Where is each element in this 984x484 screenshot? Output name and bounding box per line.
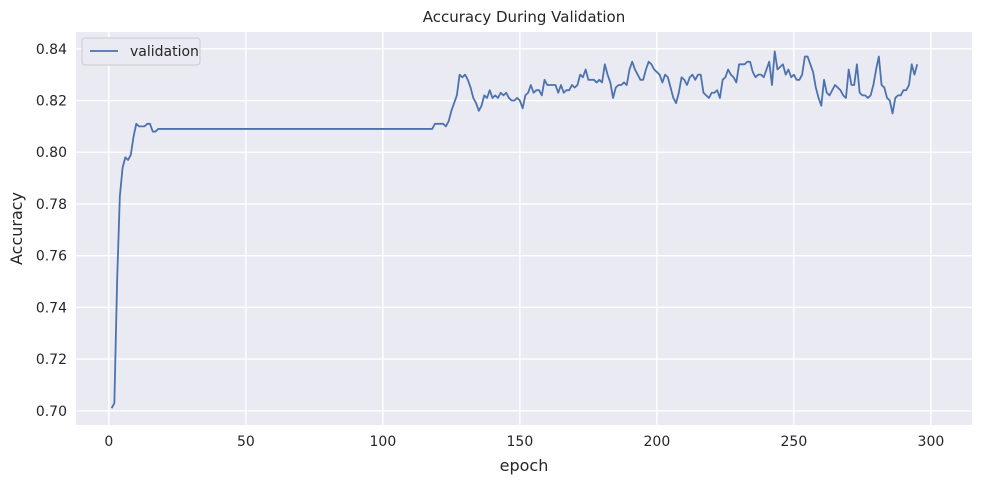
x-tick-label: 300 — [918, 434, 945, 450]
x-axis-ticks: 0 50 100 150 200 250 300 — [104, 434, 944, 450]
y-tick-label: 0.78 — [36, 197, 67, 213]
legend-label-validation: validation — [130, 44, 199, 60]
x-tick-label: 50 — [237, 434, 255, 450]
plot-background — [76, 32, 972, 425]
y-tick-label: 0.80 — [36, 145, 67, 161]
x-tick-label: 150 — [507, 434, 534, 450]
y-tick-label: 0.72 — [36, 352, 67, 368]
legend: validation — [81, 37, 201, 66]
series-line-validation — [110, 50, 919, 409]
x-tick-label: 0 — [104, 434, 113, 450]
y-tick-label: 0.84 — [36, 42, 67, 58]
chart-title: Accuracy During Validation — [423, 8, 626, 26]
y-axis-ticks: 0.70 0.72 0.74 0.76 0.78 0.80 0.82 0.84 — [36, 42, 67, 420]
x-tick-label: 100 — [370, 434, 397, 450]
x-tick-label: 200 — [644, 434, 671, 450]
series-layer — [110, 50, 919, 409]
x-tick-label: 250 — [781, 434, 808, 450]
y-tick-label: 0.74 — [36, 300, 67, 316]
y-tick-label: 0.70 — [36, 404, 67, 420]
y-tick-label: 0.76 — [36, 249, 67, 265]
grid — [76, 32, 972, 425]
y-tick-label: 0.82 — [36, 94, 67, 110]
legend-box — [81, 37, 201, 66]
x-axis-label: epoch — [500, 456, 549, 475]
y-axis-label: Accuracy — [7, 192, 26, 265]
